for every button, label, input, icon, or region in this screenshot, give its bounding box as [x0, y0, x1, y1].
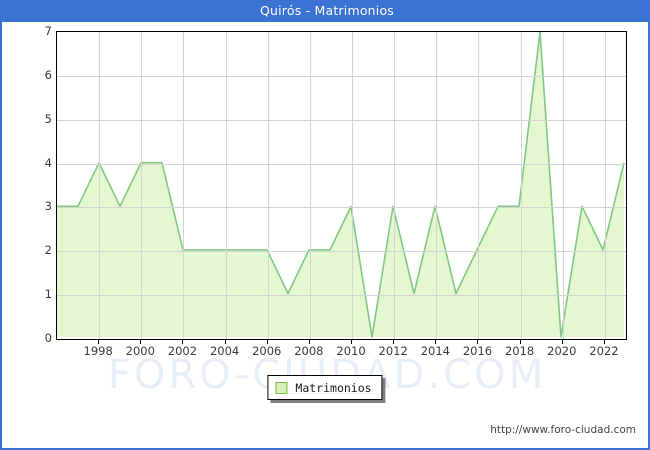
gridline-vertical — [99, 32, 100, 339]
x-tick-label: 2016 — [462, 344, 493, 358]
y-tick-label: 7 — [44, 24, 52, 38]
x-tick-label: 2022 — [589, 344, 619, 358]
y-tick-label: 2 — [44, 243, 52, 258]
gridline-vertical — [394, 32, 395, 339]
y-tick-label: 3 — [44, 199, 52, 214]
x-tick-mark — [604, 339, 605, 344]
chart-legend: Matrimonios — [267, 375, 383, 400]
gridline-vertical — [521, 32, 522, 339]
gridline-vertical — [268, 32, 269, 339]
line-matrimonios — [57, 32, 625, 338]
source-url: http://www.foro-ciudad.com — [490, 424, 636, 436]
x-tick-mark — [267, 339, 268, 344]
x-tick-label: 2018 — [504, 344, 535, 358]
y-tick-label: 4 — [44, 155, 52, 170]
gridline-horizontal — [57, 251, 626, 252]
x-tick-mark — [309, 339, 310, 344]
y-axis-tick-labels: 0 1 2 3 4 5 6 7 — [2, 24, 52, 345]
x-tick-label: 2008 — [294, 344, 324, 358]
x-tick-mark — [562, 339, 563, 344]
gridline-vertical — [226, 32, 227, 339]
x-tick-label: 2006 — [252, 344, 282, 358]
legend-label-matrimonios: Matrimonios — [295, 380, 372, 395]
x-tick-label: 2010 — [336, 344, 366, 358]
x-tick-label: 2004 — [209, 344, 240, 358]
x-tick-mark — [520, 339, 521, 344]
gridline-vertical — [141, 32, 142, 339]
chart-canvas: 0 1 2 3 4 5 6 7 1998 2000 2002 2004 2006 2008 2010 201… — [2, 22, 648, 398]
y-tick-label: 0 — [44, 331, 52, 345]
x-tick-mark — [435, 339, 436, 344]
gridline-horizontal — [57, 120, 626, 121]
x-axis-tick-labels: 1998 2000 2002 2004 2006 2008 2010 2012 2014 2016… — [56, 339, 627, 362]
gridline-horizontal — [57, 295, 626, 296]
gridline-horizontal — [57, 164, 626, 165]
gridline-vertical — [183, 32, 184, 339]
x-tick-label: 2014 — [420, 344, 450, 358]
gridline-vertical — [352, 32, 353, 339]
gridline-horizontal — [57, 76, 626, 77]
gridline-vertical — [436, 32, 437, 339]
x-tick-label: 1998 — [83, 344, 113, 358]
x-tick-mark — [393, 339, 394, 344]
x-tick-mark — [351, 339, 352, 344]
x-tick-mark — [182, 339, 183, 344]
area-fill-matrimonios — [57, 32, 625, 338]
x-tick-label: 2000 — [125, 344, 155, 358]
plot-area — [56, 31, 627, 340]
x-tick-mark — [140, 339, 141, 344]
window-title-bar: Quirós - Matrimonios — [2, 0, 650, 22]
x-tick-label: 2020 — [547, 344, 577, 358]
x-tick-label: 2012 — [378, 344, 408, 358]
gridline-horizontal — [57, 207, 626, 208]
y-tick-label: 5 — [44, 111, 52, 126]
x-tick-mark — [477, 339, 478, 344]
gridline-vertical — [310, 32, 311, 339]
x-tick-mark — [98, 339, 99, 344]
gridline-vertical — [605, 32, 606, 339]
gridline-vertical — [563, 32, 564, 339]
gridline-vertical — [478, 32, 479, 339]
x-tick-label: 2002 — [167, 344, 198, 358]
x-tick-mark — [225, 339, 226, 344]
page-title: Quirós - Matrimonios — [259, 3, 395, 18]
area-series-matrimonios — [57, 32, 625, 338]
y-tick-label: 1 — [44, 287, 52, 302]
y-tick-label: 6 — [44, 67, 52, 82]
legend-swatch-matrimonios — [275, 381, 288, 394]
